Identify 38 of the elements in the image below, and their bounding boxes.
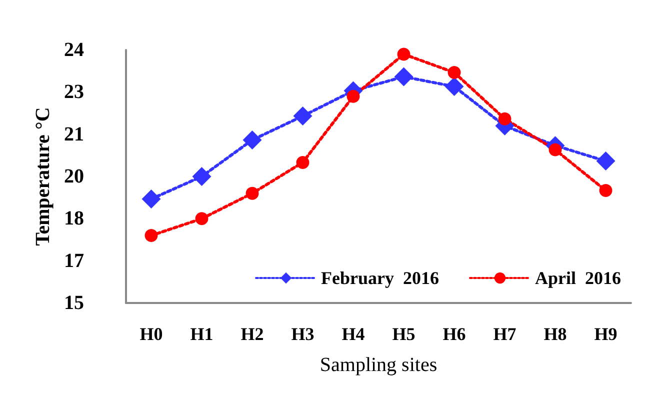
point bbox=[144, 229, 158, 242]
point bbox=[548, 143, 562, 156]
point bbox=[296, 156, 310, 169]
point bbox=[242, 130, 262, 150]
y-tick-label: 24 bbox=[64, 39, 84, 61]
x-tick-label: H8 bbox=[544, 324, 567, 344]
point bbox=[192, 167, 212, 186]
x-tick-label: H3 bbox=[291, 324, 314, 344]
legend-label: February 2016 bbox=[321, 268, 439, 288]
point bbox=[394, 67, 414, 86]
x-tick-label: H4 bbox=[342, 324, 365, 344]
y-axis-title: Temperature °C bbox=[32, 107, 54, 246]
y-tick-label: 23 bbox=[64, 81, 84, 104]
point bbox=[142, 189, 161, 208]
point bbox=[195, 212, 208, 226]
point bbox=[448, 66, 461, 79]
point bbox=[346, 90, 360, 103]
point bbox=[246, 186, 259, 200]
y-tick-label: 18 bbox=[64, 208, 84, 230]
y-tick-label: 20 bbox=[64, 166, 84, 188]
point bbox=[444, 77, 464, 96]
x-tick-label: H9 bbox=[594, 324, 618, 344]
point bbox=[599, 184, 612, 198]
x-tick-label: H6 bbox=[442, 324, 466, 344]
x-tick-label: H1 bbox=[190, 324, 214, 344]
x-tick-label: H0 bbox=[140, 324, 163, 344]
x-tick-label: H5 bbox=[392, 324, 416, 344]
x-tick-label: H2 bbox=[240, 324, 264, 344]
legend-label: April 2016 bbox=[535, 268, 622, 288]
point bbox=[596, 152, 616, 171]
x-axis-title: Sampling sites bbox=[320, 354, 438, 376]
y-tick-label: 15 bbox=[64, 292, 84, 314]
point bbox=[498, 112, 512, 126]
x-tick-label: H7 bbox=[493, 324, 516, 344]
point bbox=[293, 106, 312, 126]
y-tick-label: 17 bbox=[64, 250, 84, 272]
point bbox=[397, 48, 410, 61]
y-tick-label: 21 bbox=[64, 123, 84, 146]
